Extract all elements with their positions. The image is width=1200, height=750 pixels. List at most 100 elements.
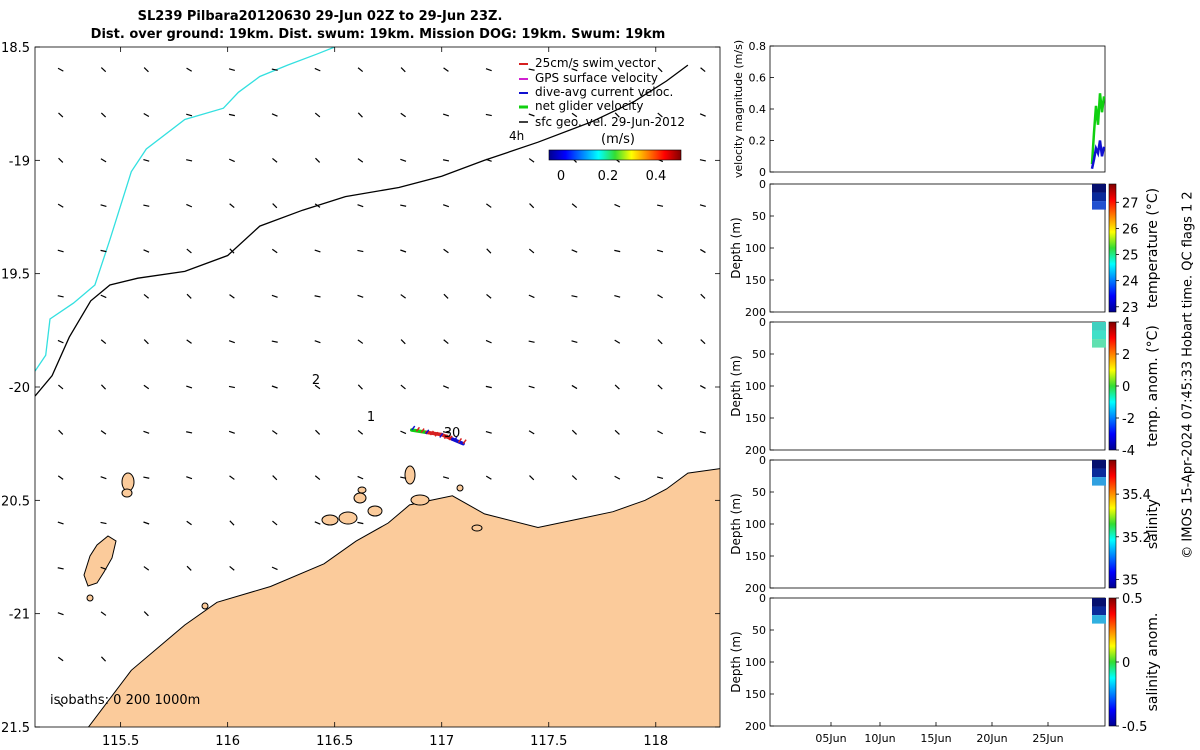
sfc-velocity-vector	[700, 293, 706, 299]
sfc-velocity-vector	[699, 113, 706, 117]
island	[367, 505, 383, 517]
sfc-velocity-vector	[443, 67, 449, 72]
sfc-velocity-vector	[271, 294, 278, 298]
sfc-velocity-vector	[271, 113, 278, 117]
swim-vector	[448, 435, 453, 441]
colorbar-tick-label: 2	[1122, 348, 1130, 363]
profile-cell	[1092, 201, 1106, 210]
sfc-velocity-vector	[400, 67, 406, 73]
sfc-velocity-vector	[186, 565, 192, 571]
sfc-velocity-vector	[357, 204, 364, 208]
colorbar-tick-label: 26	[1122, 222, 1139, 237]
profile-cell	[1092, 460, 1106, 469]
sfc-velocity-vector	[186, 113, 193, 117]
sfc-velocity-vector	[700, 67, 706, 73]
island	[201, 602, 209, 610]
depth-colorbar	[1108, 321, 1117, 451]
sfc-velocity-vector	[228, 430, 235, 434]
chart-subtitle: Dist. over ground: 19km. Dist. swum: 19k…	[91, 27, 666, 42]
sfc-velocity-vector	[315, 429, 321, 435]
sfc-velocity-vector	[271, 340, 278, 343]
colorbar-tick-label: 23	[1122, 301, 1139, 316]
sfc-velocity-vector	[143, 384, 150, 390]
profile-cell	[1092, 598, 1106, 607]
colorbar-tick-label: 4	[1122, 316, 1130, 331]
track-segment	[424, 430, 444, 437]
isobaths-label: isobaths: 0 200 1000m	[50, 693, 200, 708]
colorbar-tick-label: 0	[1122, 380, 1130, 395]
profile-cell	[1092, 192, 1106, 202]
colorbar-tick-label: 25	[1122, 249, 1139, 264]
sfc-velocity-vector	[699, 204, 706, 208]
depth-tick-label: 0	[759, 178, 766, 191]
sfc-velocity-vector	[272, 203, 278, 209]
sfc-velocity-vector	[100, 67, 107, 73]
sfc-velocity-vector	[357, 249, 364, 253]
colorbar-tick-label: 35	[1122, 573, 1139, 588]
swim-vector	[415, 426, 421, 432]
sfc-velocity-vector	[143, 430, 150, 434]
sfc-velocity-vector	[271, 430, 278, 435]
sfc-velocity-vector	[400, 249, 407, 253]
glider-track	[410, 425, 467, 446]
swim-vector	[434, 431, 439, 437]
sfc-velocity-vector	[186, 67, 193, 72]
lon-tick-label: 116.5	[316, 734, 353, 749]
sfc-velocity-vector	[100, 656, 107, 662]
colorbar-tick-0: 0	[557, 169, 565, 184]
speed-colorbar: (m/s) 0 0.2 0.4	[548, 132, 682, 184]
colorbar-gradient	[548, 149, 682, 161]
sfc-velocity-vector	[357, 521, 364, 525]
lon-tick-label: 116	[215, 734, 240, 749]
island	[471, 524, 483, 532]
sfc-velocity-vector	[657, 430, 663, 435]
colorbar-tick-label: -0.5	[1122, 720, 1147, 735]
sfc-velocity-vector	[143, 249, 150, 253]
depth-tick-label: 100	[745, 656, 766, 669]
colorbar-label: salinity anom.	[1145, 613, 1161, 712]
profile-cell	[1092, 184, 1106, 193]
sfc-velocity-vector	[400, 112, 406, 118]
lat-tick-label: -20	[9, 381, 30, 396]
sfc-velocity-vector	[143, 339, 149, 345]
sfc-velocity-vector	[186, 431, 193, 434]
sfc-velocity-vector	[100, 521, 107, 525]
sfc-velocity-vector	[58, 701, 64, 707]
sfc-velocity-vector	[571, 340, 578, 344]
sfc-velocity-vector	[528, 385, 535, 389]
lon-tick-label: 117.5	[530, 734, 567, 749]
depth-colorbar	[1108, 597, 1117, 727]
depth-tick-label: 100	[745, 242, 766, 255]
sfc-velocity-vector	[529, 475, 535, 481]
sfc-velocity-vector	[271, 385, 278, 389]
sfc-velocity-vector	[442, 204, 450, 208]
colorbar-label: temp. anom. (°C)	[1145, 325, 1161, 447]
sfc-velocity-vector	[100, 294, 107, 299]
land-mass	[87, 468, 720, 727]
depth-tick-label: 50	[752, 624, 766, 637]
sfc-velocity-vector	[57, 339, 64, 344]
time-tick-label: 10Jun	[864, 732, 895, 745]
sfc-velocity-vector	[229, 203, 235, 209]
sfc-velocity-vector	[57, 567, 64, 570]
depth-tick-label: 0	[759, 316, 766, 329]
sfc-velocity-vector	[614, 475, 621, 480]
sfc-velocity-vector	[571, 384, 578, 390]
sfc-velocity-vector	[357, 429, 364, 435]
island	[456, 484, 464, 492]
sfc-velocity-vector	[143, 204, 150, 207]
sfc-velocity-vector	[442, 159, 450, 162]
sfc-velocity-vector	[272, 157, 278, 163]
sfc-velocity-vector	[657, 476, 664, 479]
island	[121, 472, 135, 492]
depth-ylabel: Depth (m)	[729, 493, 743, 554]
sfc-velocity-vector	[57, 249, 64, 253]
sfc-velocity-vector	[571, 295, 578, 298]
depth-axes	[769, 183, 1106, 313]
legend-item-current-velocity: dive-avg current veloc.	[519, 85, 673, 99]
legend-item-swim-vector: 25cm/s swim vector	[519, 56, 656, 70]
sfc-velocity-vector	[443, 248, 449, 254]
sfc-velocity-vector	[357, 112, 363, 118]
sfc-velocity-vector	[100, 249, 107, 253]
depth-tick-label: 150	[745, 550, 766, 563]
